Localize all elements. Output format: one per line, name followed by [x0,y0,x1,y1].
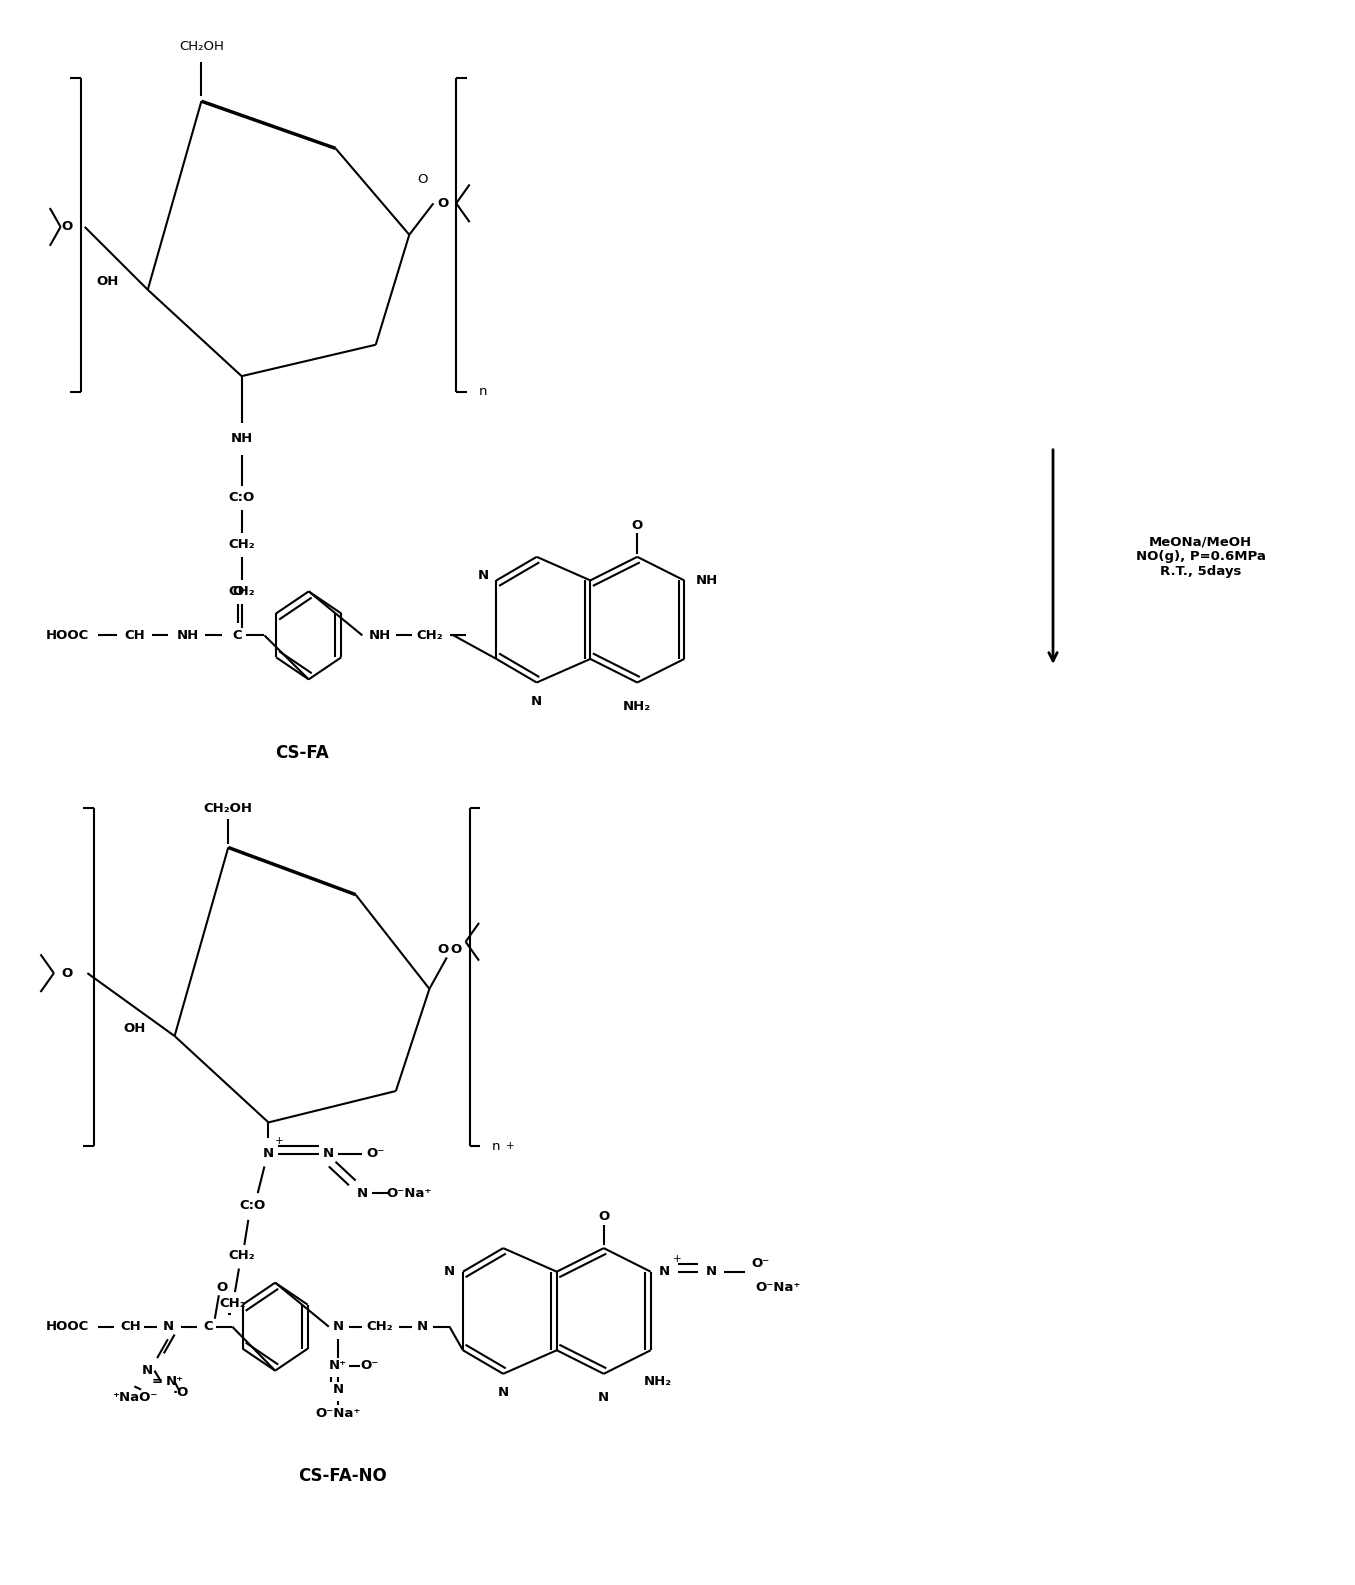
Text: O⁻Na⁺: O⁻Na⁺ [316,1406,360,1420]
Text: NH: NH [230,433,253,445]
Text: C: C [233,629,243,642]
Text: N: N [477,569,489,582]
Text: N: N [497,1387,508,1400]
Text: N: N [531,694,542,708]
Text: N: N [332,1384,344,1396]
Text: O: O [598,1211,610,1224]
Text: OH: OH [96,276,119,288]
Text: N: N [356,1187,369,1200]
Text: O⁻: O⁻ [360,1360,378,1373]
Text: N⁺: N⁺ [165,1376,184,1388]
Text: CS-FA-NO: CS-FA-NO [298,1468,386,1485]
Text: N: N [706,1265,717,1278]
Text: C:O: C:O [229,491,255,504]
Text: N: N [659,1265,669,1278]
Text: O⁻Na⁺: O⁻Na⁺ [755,1281,801,1293]
Text: C: C [203,1320,213,1333]
Text: N: N [142,1365,153,1377]
Text: O: O [438,197,449,209]
Text: O: O [417,173,428,187]
Text: O⁻: O⁻ [367,1148,385,1160]
Text: ⁺NaO⁻: ⁺NaO⁻ [111,1392,157,1404]
Text: =: = [152,1376,163,1388]
Text: N: N [324,1148,335,1160]
Text: N: N [444,1265,455,1278]
Text: CH₂: CH₂ [229,585,255,598]
Text: O: O [232,585,244,598]
Text: CH₂: CH₂ [229,537,255,550]
Text: n: n [478,385,488,398]
Text: CS-FA: CS-FA [275,745,329,762]
Text: N⁺: N⁺ [329,1360,347,1373]
Text: N: N [417,1320,428,1333]
Text: N: N [332,1320,344,1333]
Text: N: N [263,1148,274,1160]
Text: CH₂: CH₂ [366,1320,393,1333]
Text: CH₂: CH₂ [220,1297,245,1309]
Text: C:O: C:O [240,1200,266,1213]
Text: N: N [598,1392,610,1404]
Text: OH: OH [123,1022,145,1035]
Text: CH₂OH: CH₂OH [203,802,253,815]
Text: NH: NH [178,629,199,642]
Text: O: O [62,967,73,980]
Text: O⁻: O⁻ [752,1257,770,1270]
Text: NH₂: NH₂ [644,1376,672,1388]
Text: O: O [631,518,642,533]
Text: NH: NH [369,629,390,642]
Text: CH₂OH: CH₂OH [179,40,224,52]
Text: O⁻Na⁺: O⁻Na⁺ [386,1187,432,1200]
Text: +: + [275,1136,283,1146]
Text: n: n [492,1140,501,1152]
Text: NH: NH [696,574,718,586]
Text: CH: CH [121,1320,141,1333]
Text: +: + [505,1141,514,1151]
Text: ·O: ·O [173,1387,190,1400]
Text: MeONa/MeOH
NO(g), P=0.6MPa
R.T., 5days: MeONa/MeOH NO(g), P=0.6MPa R.T., 5days [1135,536,1266,579]
Text: O: O [62,220,73,233]
Text: CH₂: CH₂ [229,1249,255,1263]
Text: HOOC: HOOC [46,629,89,642]
Text: O: O [438,943,449,956]
Text: HOOC: HOOC [46,1320,89,1333]
Text: CH₂: CH₂ [416,629,443,642]
Text: NH₂: NH₂ [623,699,652,713]
Text: CH: CH [123,629,145,642]
Text: O: O [215,1281,228,1293]
Text: O: O [451,943,462,956]
Text: N: N [163,1320,173,1333]
Text: +: + [673,1254,682,1265]
